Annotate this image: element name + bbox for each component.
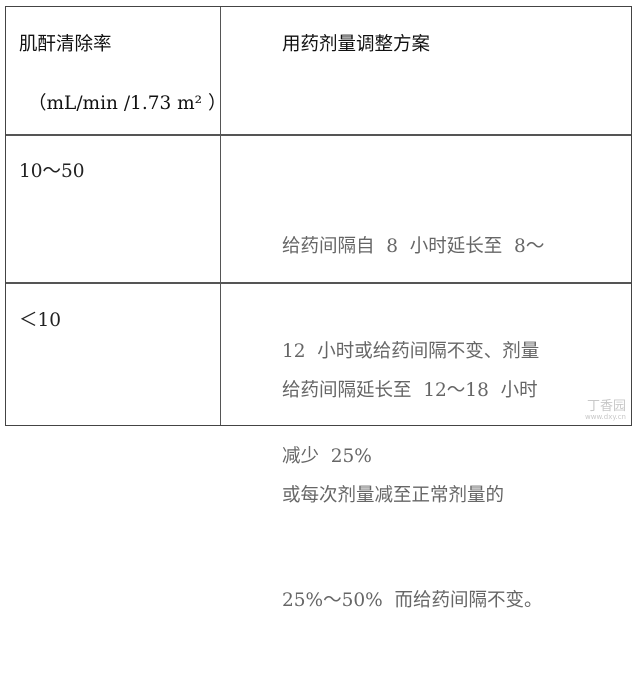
header-clearance-unit: （mL/min /1.73 m² ） [28, 93, 227, 114]
watermark-logo: 丁香园 www.dxy.cn [585, 400, 626, 422]
plan-line: 25%～50% 而给药间隔不变。 [282, 590, 543, 611]
row-2-clearance: ＜10 [19, 310, 62, 331]
row-divider [6, 282, 631, 284]
row-1-clearance: 10～50 [19, 161, 85, 182]
plan-line: 12 小时或给药间隔不变、剂量 [282, 341, 540, 362]
plan-line: 或每次剂量减至正常剂量的 [282, 485, 505, 506]
column-divider [220, 7, 221, 425]
row-2-plan: 给药间隔延长至 12～18 小时 或每次剂量减至正常剂量的 25%～50% 而给… [282, 303, 543, 688]
dosage-table: 肌酐清除率 （mL/min /1.73 m² ） 用药剂量调整方案 10～50 … [5, 6, 632, 611]
watermark-name: 丁香园 [586, 399, 626, 414]
plan-line: 给药间隔延长至 12～18 小时 [282, 380, 538, 401]
plan-line: 给药间隔自 8 小时延长至 8～ [282, 236, 545, 257]
header-clearance: 肌酐清除率 [19, 34, 112, 55]
header-dosage-plan: 用药剂量调整方案 [282, 34, 431, 55]
watermark-url: www.dxy.cn [585, 413, 626, 421]
row-divider [6, 134, 631, 136]
